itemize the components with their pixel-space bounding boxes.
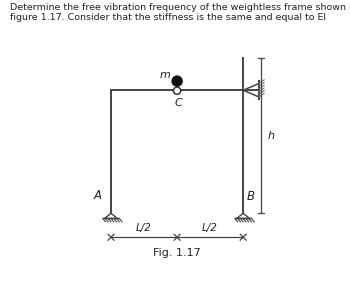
Text: h: h xyxy=(267,131,274,141)
Text: Determine the free vibration frequency of the weightless frame shown in Fig.: Determine the free vibration frequency o… xyxy=(10,3,350,12)
Circle shape xyxy=(172,76,182,86)
Text: Fig. 1.17: Fig. 1.17 xyxy=(153,248,201,258)
Text: C: C xyxy=(174,98,182,108)
Text: L/2: L/2 xyxy=(202,223,218,233)
Text: A: A xyxy=(94,189,102,202)
Text: L/2: L/2 xyxy=(136,223,152,233)
Text: figure 1.17. Consider that the stiffness is the same and equal to EI: figure 1.17. Consider that the stiffness… xyxy=(10,13,327,22)
Text: m: m xyxy=(160,70,171,80)
Circle shape xyxy=(174,87,181,94)
Text: B: B xyxy=(247,190,254,203)
